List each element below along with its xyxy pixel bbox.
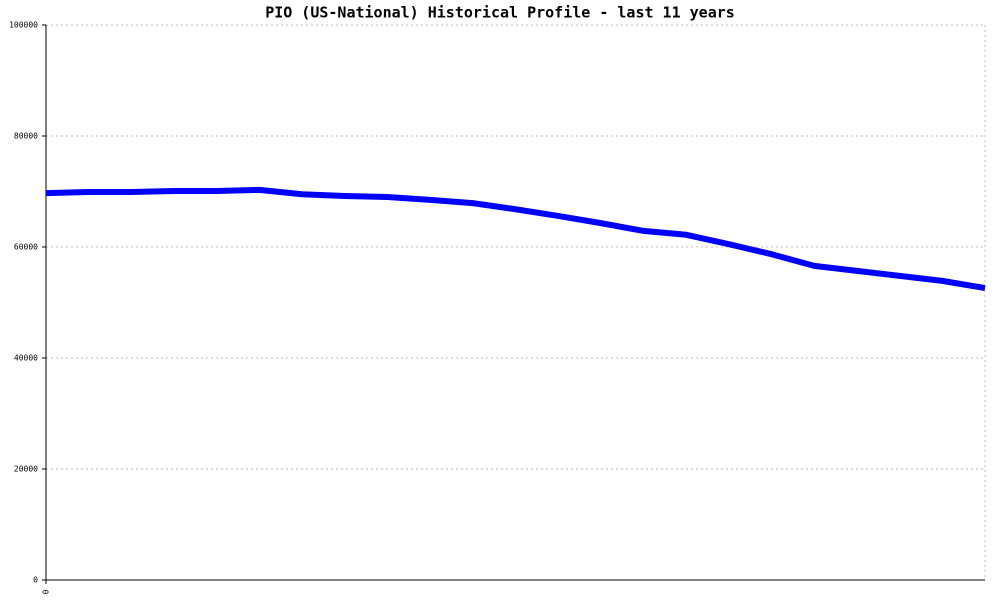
y-tick-label: 0	[33, 576, 38, 585]
y-tick-label: 40000	[14, 354, 38, 363]
y-tick-label: 60000	[14, 243, 38, 252]
x-tick-label: 0	[42, 589, 51, 594]
data-line	[45, 186, 986, 292]
y-tick-label: 100000	[9, 21, 38, 30]
y-tick-label: 80000	[14, 132, 38, 141]
y-tick-label: 20000	[14, 465, 38, 474]
chart-title: PIO (US-National) Historical Profile - l…	[265, 4, 735, 22]
